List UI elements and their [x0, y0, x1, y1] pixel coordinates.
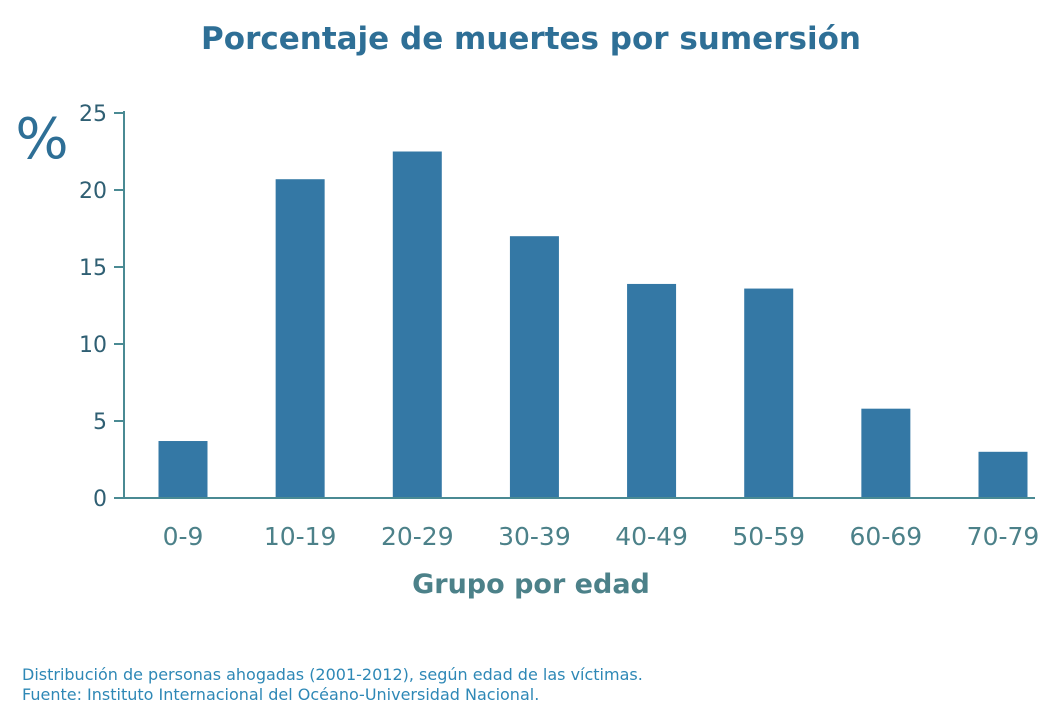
y-tick-label: 10	[79, 333, 107, 358]
bar-60-69	[861, 408, 911, 498]
x-tick-label: 30-39	[498, 522, 571, 551]
x-axis-label: Grupo por edad	[412, 569, 650, 600]
bar-40-49	[627, 283, 677, 498]
x-tick-label: 60-69	[850, 522, 923, 551]
y-tick-label: 25	[79, 102, 107, 127]
y-axis-label: %	[15, 107, 68, 172]
bar-20-29	[392, 151, 442, 498]
footnote-description: Distribución de personas ahogadas (2001-…	[22, 665, 643, 684]
y-axis-ticks: 0 5 10 15 20 25	[79, 102, 124, 512]
bar-10-19	[275, 179, 325, 498]
bar-0-9	[158, 441, 208, 498]
x-tick-label: 10-19	[264, 522, 337, 551]
x-tick-label: 0-9	[163, 522, 204, 551]
bar-50-59	[744, 288, 794, 498]
bar-30-39	[509, 236, 559, 498]
y-tick-label: 20	[79, 179, 107, 204]
x-tick-label: 50-59	[732, 522, 805, 551]
y-tick-label: 5	[93, 410, 107, 435]
chart-title: Porcentaje de muertes por sumersión	[201, 21, 861, 57]
x-tick-label: 40-49	[615, 522, 688, 551]
footnote-source: Fuente: Instituto Internacional del Océa…	[22, 685, 539, 704]
y-tick-label: 0	[93, 487, 107, 512]
y-tick-label: 15	[79, 256, 107, 281]
x-axis-ticks: 0-9 10-19 20-29 30-39 40-49 50-59 60-69 70-79	[163, 522, 1040, 551]
bars-group	[158, 151, 1028, 498]
bar-70-79	[978, 451, 1028, 498]
x-tick-label: 20-29	[381, 522, 454, 551]
x-tick-label: 70-79	[967, 522, 1040, 551]
